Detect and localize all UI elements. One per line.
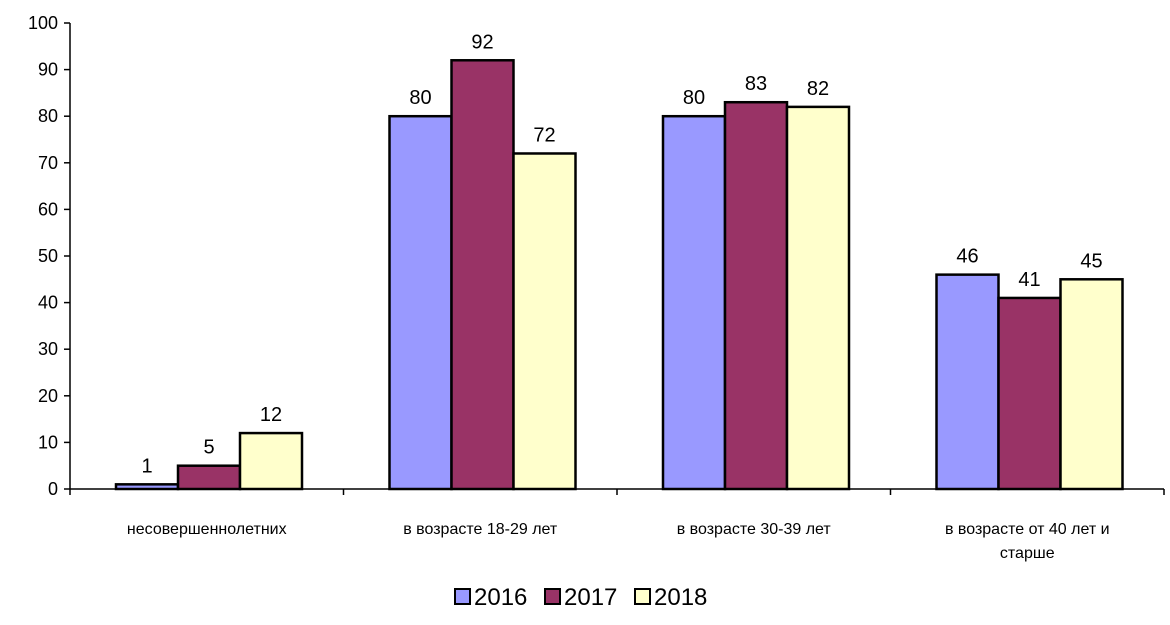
legend-label-2016: 2016 [474, 584, 527, 611]
data-label-2018-3: 45 [1080, 250, 1102, 272]
bar-2016-0 [114, 483, 180, 491]
y-tick-label-8: 80 [38, 106, 58, 126]
y-tick-label-3: 30 [38, 339, 58, 359]
legend-swatch-2018 [634, 588, 651, 605]
category-label-3-0: в возрасте от 40 лет и [945, 521, 1110, 538]
bar-2017-3 [997, 296, 1062, 491]
y-tick-label-4: 40 [38, 293, 58, 313]
data-label-2016-3: 46 [956, 246, 978, 268]
bars [114, 59, 1124, 491]
data-label-2018-0: 12 [260, 404, 282, 426]
y-tick-label-10: 100 [28, 13, 58, 33]
bar-2017-0 [176, 464, 242, 491]
legend-label-2018: 2018 [654, 584, 707, 611]
data-label-2017-2: 83 [745, 73, 767, 95]
bar-2018-1 [512, 152, 577, 491]
category-label-3-1: старше [1000, 545, 1055, 562]
bar-2016-1 [388, 114, 453, 491]
y-tick-label-5: 50 [38, 246, 58, 266]
data-label-2016-0: 1 [141, 455, 152, 477]
data-labels: 1 5 12 80 92 72 80 83 82 46 41 45 [141, 31, 1102, 477]
legend: 2016 2017 2018 [454, 584, 707, 611]
y-tick-label-6: 60 [38, 199, 58, 219]
data-label-2018-1: 72 [533, 124, 555, 146]
bar-2018-3 [1059, 278, 1124, 491]
bar-2018-2 [785, 105, 851, 491]
category-labels: несовершеннолетних в возрасте 18-29 лет в … [127, 521, 1110, 562]
data-label-2016-1: 80 [409, 87, 431, 109]
bar-2016-3 [935, 273, 1000, 491]
y-tick-label-1: 10 [38, 432, 58, 452]
category-label-1-0: в возрасте 18-29 лет [403, 521, 558, 538]
bar-2017-2 [723, 100, 789, 491]
legend-swatch-2017 [544, 588, 561, 605]
bar-2018-0 [238, 431, 304, 491]
data-label-2017-0: 5 [203, 437, 214, 459]
data-label-2017-1: 92 [471, 31, 493, 53]
y-tick-label-7: 70 [38, 153, 58, 173]
legend-label-2017: 2017 [564, 584, 617, 611]
category-label-2-0: в возрасте 30-39 лет [677, 521, 832, 538]
data-label-2016-2: 80 [683, 87, 705, 109]
data-label-2017-3: 41 [1018, 269, 1040, 291]
data-label-2018-2: 82 [807, 78, 829, 100]
y-tick-label-2: 20 [38, 386, 58, 406]
category-label-0-0: несовершеннолетних [127, 521, 287, 538]
bar-2017-1 [450, 59, 515, 491]
y-tick-label-0: 0 [48, 479, 58, 499]
legend-swatch-2016 [454, 588, 471, 605]
bar-2016-2 [661, 114, 727, 491]
y-tick-label-9: 90 [38, 60, 58, 80]
